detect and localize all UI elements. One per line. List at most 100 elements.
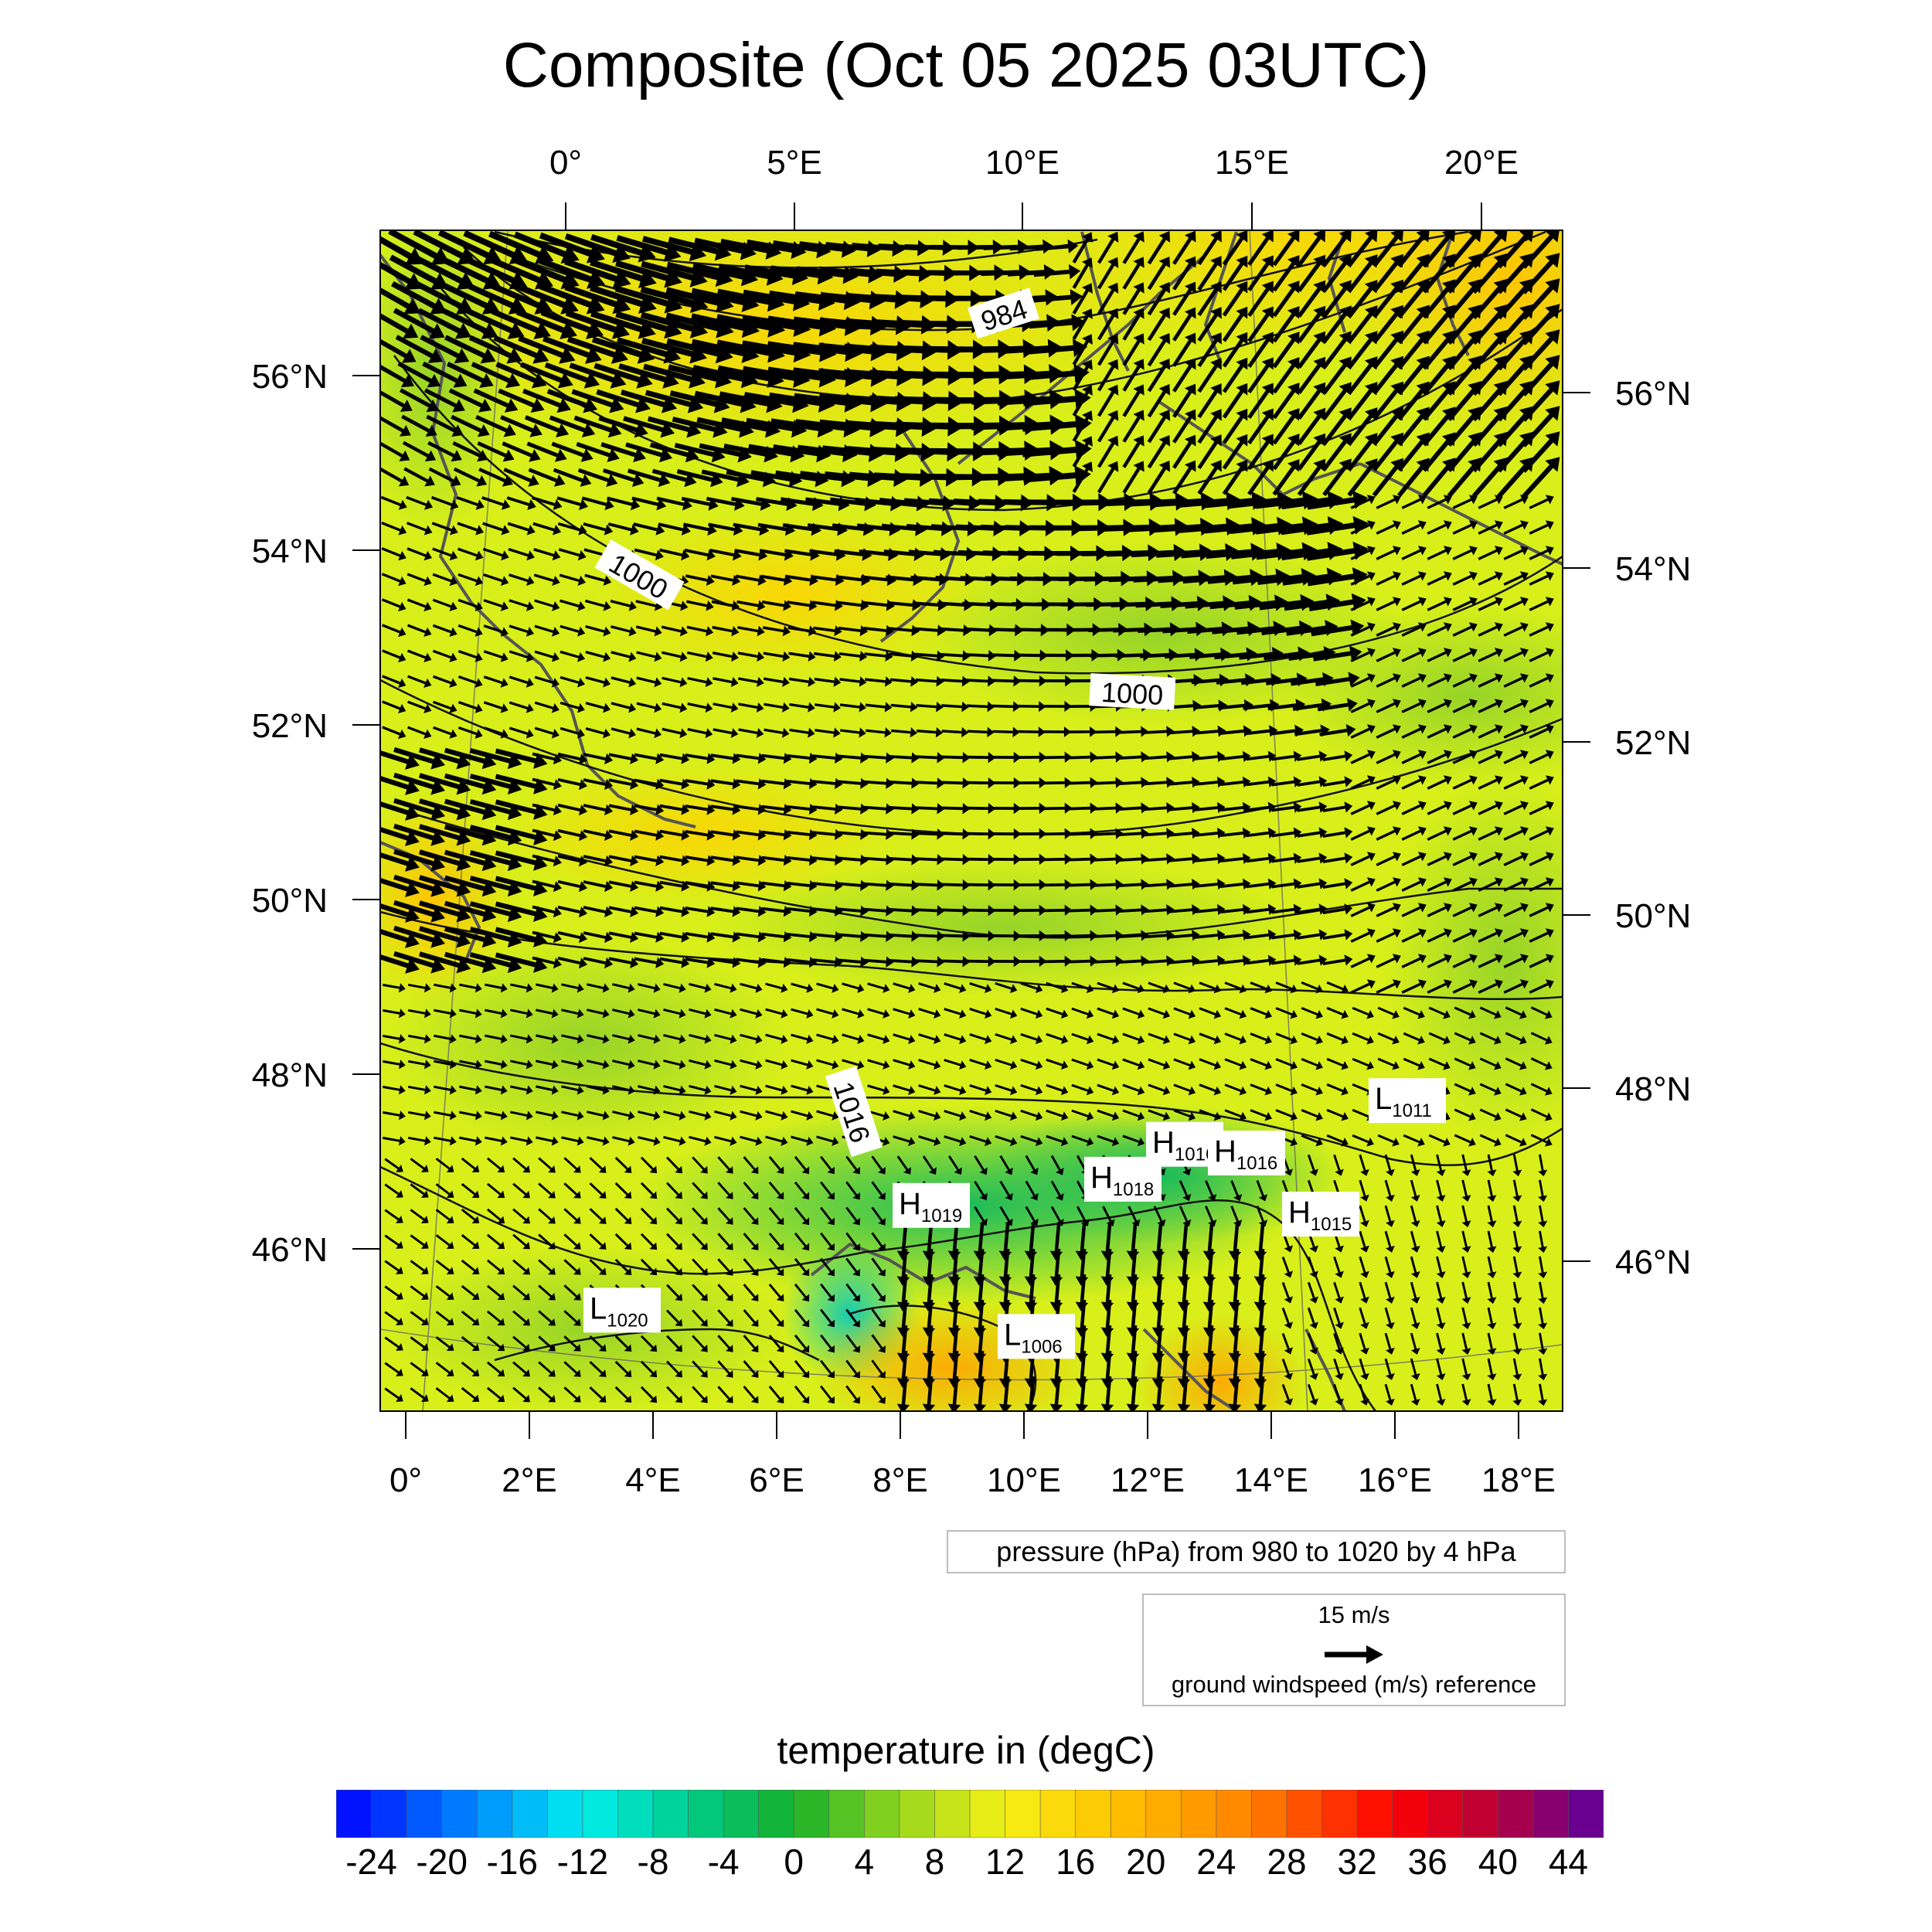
wind-arrow [1322, 903, 1353, 915]
wind-arrow [665, 1258, 682, 1276]
wind-arrow [483, 650, 509, 662]
low-pressure-center: L1006 [998, 1314, 1075, 1359]
wind-arrow [417, 308, 471, 339]
wind-arrow [1046, 1032, 1069, 1045]
wind-arrow [1315, 672, 1360, 687]
colorbar-bin [406, 1790, 443, 1838]
wind-arrow [820, 1206, 835, 1226]
wind-arrow [1347, 433, 1378, 471]
wind-arrow [794, 1359, 810, 1379]
wind-arrow [787, 752, 818, 764]
wind-arrow [1452, 622, 1478, 637]
wind-arrow [1503, 750, 1529, 764]
wind-arrow [1144, 904, 1175, 916]
wind-arrow [1478, 571, 1503, 586]
colorbar-bin [1427, 1790, 1464, 1838]
wind-arrow [1307, 1307, 1318, 1329]
wind-arrow [636, 676, 662, 688]
wind-arrow [612, 1009, 635, 1019]
wind-arrow [410, 1209, 429, 1223]
wind-arrow [1205, 1206, 1217, 1227]
wind-arrow [820, 1155, 835, 1175]
bottom-lon-label: 14°E [1234, 1461, 1308, 1499]
wind-arrow [1126, 1376, 1140, 1411]
wind-arrow [495, 850, 548, 871]
wind-arrow [1487, 1179, 1497, 1202]
wind-arrow [1046, 1007, 1069, 1019]
wind-arrow [557, 905, 588, 918]
wind-arrow [1199, 1058, 1222, 1070]
wind-arrow [787, 854, 818, 866]
wind-arrow [1454, 1108, 1476, 1121]
wind-arrow [1452, 546, 1478, 560]
wind-arrow [714, 1059, 737, 1070]
wind-arrow [512, 1386, 530, 1403]
wind-arrow [546, 389, 598, 413]
wind-arrow [1376, 597, 1401, 611]
wind-arrow [536, 1136, 559, 1146]
wind-arrow [634, 880, 665, 892]
wind-arrow [509, 701, 534, 713]
wind-arrow [489, 282, 553, 315]
wind-arrow [583, 522, 614, 536]
wind-arrow [1347, 331, 1378, 369]
wind-arrow [995, 1134, 1018, 1147]
colorbar-tick-label: -20 [416, 1842, 468, 1882]
wind-arrow [393, 747, 445, 770]
wind-arrow [1487, 1154, 1497, 1177]
wind-arrow [947, 1155, 962, 1175]
wind-arrow [1428, 1006, 1451, 1019]
right-lat-label: 46°N [1615, 1243, 1691, 1281]
wind-arrow [966, 701, 995, 713]
wind-arrow [1275, 1007, 1298, 1019]
contour-label-1000-east: 1000 [1089, 673, 1176, 711]
wind-arrow [1529, 520, 1554, 535]
pressure-legend: pressure (hPa) from 980 to 1020 by 4 hPa [947, 1530, 1566, 1573]
wind-arrow [536, 1060, 559, 1070]
wind-arrow [922, 1376, 936, 1411]
wind-arrow [585, 676, 611, 688]
wind-arrow [457, 547, 484, 561]
wind-arrow [794, 1283, 810, 1302]
wind-arrow [1071, 1007, 1094, 1019]
wind-arrow [406, 598, 432, 612]
wind-arrow [1173, 1032, 1196, 1045]
wind-arrow [1122, 461, 1145, 494]
wind-arrow [1452, 954, 1478, 968]
wind-arrow [486, 1284, 505, 1301]
wind-arrow [710, 804, 741, 815]
wind-arrow [743, 1284, 759, 1301]
wind-arrow [587, 983, 610, 993]
wind-arrow [1512, 1205, 1522, 1228]
wind-arrow [640, 1386, 658, 1403]
wind-arrow [495, 876, 548, 896]
wind-arrow [635, 600, 663, 611]
wind-arrow [761, 777, 792, 790]
wind-arrow [596, 389, 651, 413]
wind-arrow [713, 702, 739, 713]
wind-arrow [1427, 571, 1452, 586]
wind-arrow [838, 854, 869, 866]
wind-arrow [419, 747, 471, 770]
wind-arrow [1403, 1006, 1425, 1019]
wind-arrow [1071, 1058, 1094, 1070]
wind-arrow [1301, 1083, 1323, 1096]
colorbar-tick-label: 4 [854, 1842, 875, 1882]
wind-arrow [495, 748, 548, 769]
wind-arrow [380, 798, 420, 821]
wind-arrow [482, 547, 509, 561]
colorbar-bin [1005, 1790, 1042, 1838]
wind-arrow [1072, 436, 1093, 468]
wind-arrow [1220, 776, 1251, 788]
top-lon-label: 10°E [985, 144, 1060, 182]
wind-arrow [518, 335, 576, 364]
wind-arrow [1122, 1032, 1145, 1045]
wind-arrow [1396, 432, 1430, 472]
wind-arrow [969, 1008, 992, 1019]
wind-arrow [1376, 877, 1401, 892]
wind-arrow [1151, 1376, 1165, 1411]
wind-arrow [1401, 954, 1427, 968]
wind-arrow [484, 1060, 508, 1070]
wind-arrow [1197, 332, 1222, 368]
wind-arrow [458, 1136, 482, 1146]
